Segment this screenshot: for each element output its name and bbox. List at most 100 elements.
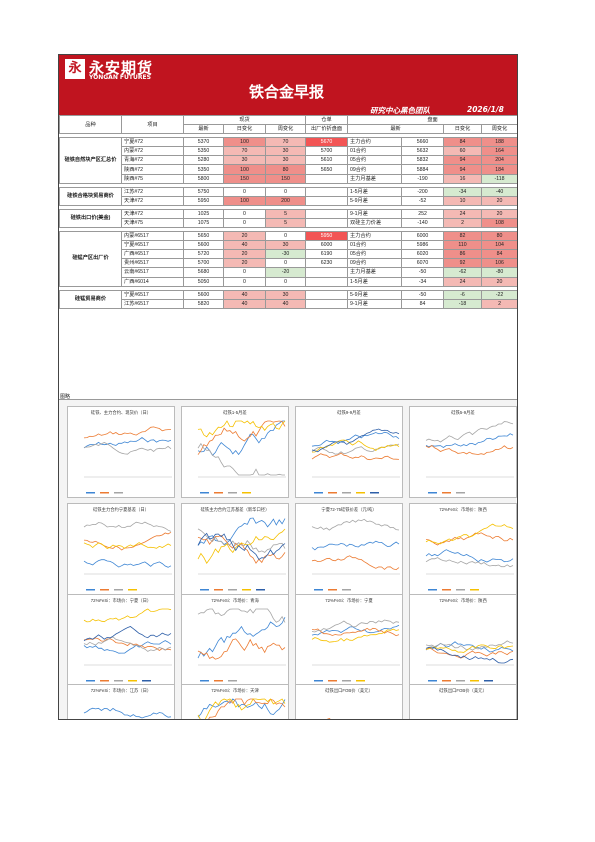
futures-weekly-change: 104 [481,240,517,251]
spot-daily-change: 150 [223,173,266,184]
table-row: 陕西#72 5350 100 80 5650 09合约 5884 94 184 [60,164,517,175]
group-name: 硅铁出口价(美金) [59,208,122,229]
futures-daily-change: 2 [443,217,483,229]
futures-latest: 6000 [401,231,445,242]
warrant-price: 5700 [305,146,349,157]
chart-title: 硅铁出口FOB价（美元） [439,688,487,693]
legend-swatch [356,680,365,682]
legend-swatch [214,589,223,591]
futures-weekly-change: 188 [481,137,517,148]
col-header: 最新 [347,124,445,135]
table-row: 广西#6014 5050 0 0 1-5月差 -34 24 20 [60,276,517,287]
series-line [311,555,400,571]
legend-swatch [86,589,95,591]
series-line [197,608,286,623]
col-header: 现货 [182,114,307,126]
futures-daily-change: 24 [443,276,483,287]
legend-swatch [370,492,379,494]
legend-swatch [314,492,323,494]
table-header-row: 品种 项目 现货 仓单 盘面 [59,114,517,135]
chart-title: 72%FeSi：市场价：宁夏（日） [90,598,152,603]
chart-thumbnail: 72%FeSi：市场价：陕西 [409,503,517,595]
group-name: 硅铁合格块贸易商价 [59,186,122,206]
legend-swatch [342,680,351,682]
series-line [83,559,172,568]
legend-swatch [200,492,209,494]
futures-latest: 252 [401,208,445,219]
series-line [83,640,172,654]
series-line [197,528,286,553]
futures-daily-change: 24 [443,208,483,219]
spot-weekly-change: 40 [264,298,307,309]
series-line [197,528,286,564]
spot-latest: 5350 [183,146,224,157]
spot-daily-change: 0 [223,217,266,229]
series-line [425,647,514,659]
spot-weekly-change: 0 [264,231,307,242]
spot-daily-change: 40 [223,298,266,309]
futures-latest: 5986 [401,240,445,251]
futures-weekly-change: 184 [481,164,517,175]
legend-swatch [314,680,323,682]
chart-title: 72%FeSi：市场价：青海 [211,598,259,603]
logo-en: YONGAN FUTURES [89,74,151,81]
chart-plot [197,420,286,494]
series-line [311,540,400,551]
warrant-price: 5610 [305,155,349,166]
warrant-price: 5950 [305,231,349,242]
spot-latest: 5700 [183,258,224,269]
spot-weekly-change: 80 [264,164,307,175]
futures-weekly-change: 204 [481,155,517,166]
series-line [83,542,172,549]
series-line [311,619,400,633]
legend-swatch [456,680,465,682]
spot-weekly-change: -20 [264,267,307,278]
chart-thumbnail: 宁夏72-75硅铁价差（元/吨） [295,503,403,595]
table-row: 江苏#6517 5820 40 40 9-1月差 84 -18 2 [60,298,517,309]
table-row: 广西#6517 5720 20 -30 6190 05合约 6020 86 84 [60,249,517,260]
series-line [197,420,286,438]
futures-contract: 主力月基差 [347,267,403,278]
warrant-price [305,208,349,219]
futures-contract: 主力月基差 [347,173,403,184]
chart-plot [311,428,400,494]
series-line [197,617,286,659]
spot-daily-change: 20 [223,258,266,269]
table-header-row: 最新 日变化 周变化 出厂价折盘面 最新 日变化 周变化 [60,124,517,135]
col-header: 盘面 [347,114,517,126]
spot-latest: 1025 [183,208,224,219]
series-line [425,444,514,455]
table-row: 宁夏#6517 5600 40 30 6000 01合约 5986 110 104 [60,240,517,251]
series-line [425,433,514,448]
futures-daily-change: 94 [443,164,483,175]
series-line [83,636,172,652]
futures-latest: 84 [401,298,445,309]
spot-daily-change: 40 [223,240,266,251]
spot-weekly-change: 5 [264,208,307,219]
spot-weekly-change: 0 [264,186,307,197]
futures-weekly-change: 164 [481,146,517,157]
report-title: 铁合金早报 [249,83,325,101]
legend-swatch [484,680,493,682]
futures-latest: 6020 [401,249,445,260]
futures-latest: -190 [401,173,445,184]
series-line [311,431,400,447]
spot-latest: 5680 [183,267,224,278]
logo-icon: 永 [65,59,85,79]
spot-daily-change: 0 [223,276,266,287]
futures-daily-change: -18 [443,298,483,309]
spot-latest: 5370 [183,137,224,148]
col-header: 出厂价折盘面 [305,124,349,135]
chart-plot [83,521,172,591]
futures-weekly-change: 80 [481,231,517,242]
futures-weekly-change: -80 [481,267,517,278]
legend-swatch [142,680,151,682]
spot-daily-change: 0 [223,208,266,219]
legend-swatch [342,589,351,591]
legend-swatch [242,492,251,494]
table-row: 天津#72 5950 100 200 5-9月差 -52 10 20 [60,195,517,206]
spot-latest: 5950 [183,195,224,206]
legend-swatch [456,589,465,591]
header-banner: 永 永安期货 YONGAN FUTURES 铁合金早报 研究中心黑色团队 202… [59,55,517,115]
futures-weekly-change: 20 [481,276,517,287]
